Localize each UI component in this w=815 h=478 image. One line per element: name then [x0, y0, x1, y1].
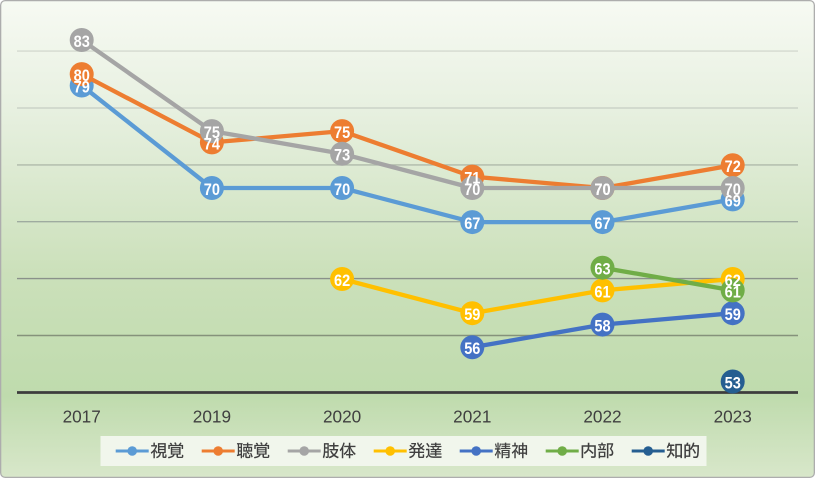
svg-text:71: 71 [464, 169, 480, 188]
svg-text:2017: 2017 [63, 406, 101, 426]
svg-text:63: 63 [594, 260, 610, 279]
svg-text:67: 67 [464, 214, 480, 233]
svg-text:70: 70 [725, 180, 741, 199]
svg-text:61: 61 [725, 282, 741, 301]
svg-text:62: 62 [334, 271, 350, 290]
svg-text:2020: 2020 [323, 406, 361, 426]
svg-text:56: 56 [464, 339, 480, 358]
svg-text:70: 70 [594, 180, 610, 199]
svg-text:70: 70 [334, 180, 350, 199]
svg-text:79: 79 [74, 77, 90, 96]
svg-text:59: 59 [725, 305, 741, 324]
svg-text:74: 74 [204, 134, 221, 153]
svg-text:70: 70 [594, 180, 610, 199]
svg-text:67: 67 [594, 214, 610, 233]
svg-text:2022: 2022 [583, 406, 621, 426]
svg-text:59: 59 [464, 305, 480, 324]
svg-text:75: 75 [204, 123, 220, 142]
svg-text:73: 73 [334, 146, 350, 165]
svg-text:2019: 2019 [193, 406, 231, 426]
svg-text:70: 70 [464, 180, 480, 199]
svg-text:58: 58 [594, 317, 610, 336]
svg-text:83: 83 [74, 32, 90, 51]
svg-text:62: 62 [725, 271, 741, 290]
svg-text:2023: 2023 [714, 406, 752, 426]
svg-text:53: 53 [725, 373, 741, 392]
svg-text:75: 75 [334, 123, 350, 142]
svg-text:61: 61 [594, 282, 610, 301]
svg-text:72: 72 [725, 157, 741, 176]
svg-text:69: 69 [725, 191, 741, 210]
svg-text:80: 80 [74, 66, 90, 85]
svg-text:2021: 2021 [453, 406, 491, 426]
svg-text:70: 70 [204, 180, 220, 199]
